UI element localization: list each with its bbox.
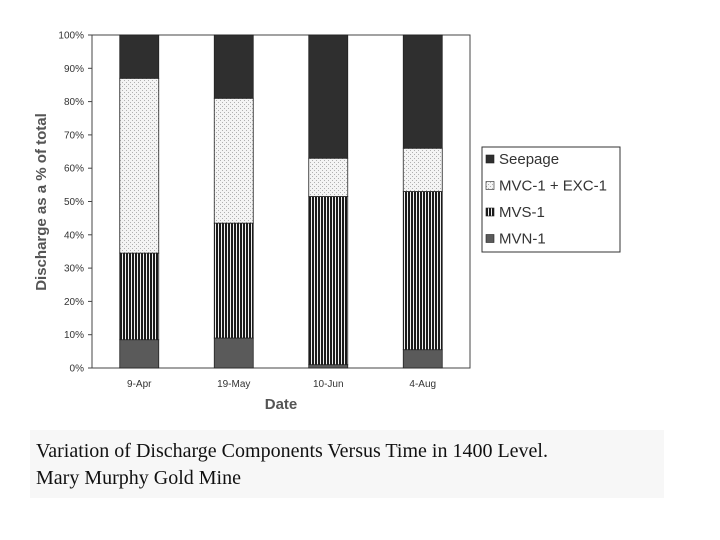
bar-segment-seepage	[119, 34, 160, 79]
caption-line-1: Variation of Discharge Components Versus…	[36, 440, 548, 462]
y-tick-label: 10%	[64, 330, 84, 341]
y-tick-label: 0%	[70, 364, 85, 375]
legend-label: MVN-1	[499, 231, 546, 248]
bar-segment-mvc-1-exc-1	[308, 157, 349, 197]
bar-segment-mvc-1-exc-1	[119, 77, 160, 254]
bar-segment-mvn-1	[119, 339, 160, 369]
y-tick-label: 60%	[64, 164, 84, 175]
bar-segment-mvs-1	[308, 196, 349, 366]
y-tick-label: 70%	[64, 130, 84, 141]
legend-swatch	[485, 181, 495, 190]
y-tick-label: 30%	[64, 264, 84, 275]
legend-box	[481, 146, 621, 253]
y-tick-label: 50%	[64, 197, 84, 208]
legend-label: MVC-1 + EXC-1	[499, 178, 607, 195]
y-tick-label: 20%	[64, 297, 84, 308]
y-tick-label: 90%	[64, 64, 84, 75]
x-tick-label: 4-Aug	[409, 379, 436, 390]
bar-segment-seepage	[213, 34, 254, 99]
bars-group	[119, 34, 443, 369]
bar-segment-mvs-1	[213, 222, 254, 339]
y-tick-label: 40%	[64, 230, 84, 241]
y-axis-title: Discharge as a % of total	[33, 113, 50, 291]
bar-segment-seepage	[402, 34, 443, 149]
legend-swatch	[485, 154, 495, 164]
y-tick-label: 80%	[64, 97, 84, 108]
bar-segment-mvs-1	[119, 252, 160, 341]
legend-label: Seepage	[499, 151, 559, 168]
legend-label: MVS-1	[499, 204, 545, 221]
x-axis-title: Date	[265, 396, 298, 413]
bar-segment-mvn-1	[213, 337, 254, 369]
caption-line-2: Mary Murphy Gold Mine	[36, 467, 241, 489]
x-tick-label: 19-May	[217, 379, 250, 390]
y-axis: 0% 10% 20% 30% 40% 50% 60% 70% 80% 90% 100%	[58, 31, 92, 375]
x-tick-label: 9-Apr	[127, 379, 152, 390]
bar-segment-seepage	[308, 34, 349, 159]
chart: 0% 10% 20% 30% 40% 50% 60% 70% 80% 90% 100% 9-Apr 1…	[33, 31, 621, 413]
bar-segment-mvc-1-exc-1	[402, 147, 443, 192]
figure-caption: Variation of Discharge Components Versus…	[30, 430, 664, 498]
x-tick-label: 10-Jun	[313, 379, 344, 390]
legend-swatch	[485, 234, 495, 243]
legend-swatch	[485, 207, 495, 217]
bar-segment-mvc-1-exc-1	[213, 97, 254, 224]
bar-segment-mvs-1	[402, 191, 443, 351]
x-axis: 9-Apr 19-May 10-Jun 4-Aug	[127, 379, 436, 390]
bar-segment-mvn-1	[402, 349, 443, 369]
y-tick-label: 100%	[58, 31, 84, 42]
legend: Seepage MVC-1 + EXC-1 MVS-1 MVN-1	[481, 146, 621, 253]
bar-segment-mvn-1	[308, 364, 349, 369]
